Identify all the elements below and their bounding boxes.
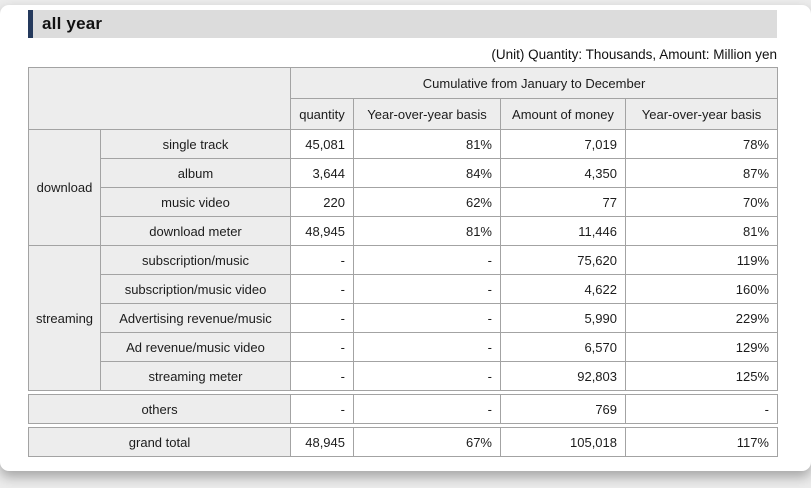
cell-quantity-yoy: 67% bbox=[353, 427, 501, 457]
table-row: streaming meter - - 92,803 125% bbox=[29, 361, 779, 391]
col-header-amount: Amount of money bbox=[500, 98, 626, 130]
col-header-amount-yoy: Year-over-year basis bbox=[624, 98, 779, 130]
column-group-header: Cumulative from January to December bbox=[289, 67, 779, 99]
cell-quantity-yoy: - bbox=[353, 245, 501, 275]
header-row-columns: quantity Year-over-year basis Amount of … bbox=[29, 98, 779, 130]
cell-amount: 769 bbox=[500, 394, 627, 424]
group-label-download: download bbox=[28, 129, 101, 246]
cell-quantity: - bbox=[290, 394, 355, 424]
row-label: subscription/music video bbox=[100, 274, 291, 304]
cell-quantity-yoy: - bbox=[353, 332, 501, 362]
cell-amount-yoy: 81% bbox=[624, 216, 779, 246]
cell-quantity-yoy: 81% bbox=[353, 129, 501, 159]
row-label: single track bbox=[100, 129, 291, 159]
table-row: grand total 48,945 67% 105,018 117% bbox=[28, 427, 778, 457]
row-label-others: others bbox=[27, 394, 292, 424]
section-title-bar: all year bbox=[28, 10, 777, 38]
cell-quantity: 45,081 bbox=[290, 129, 354, 159]
cell-amount: 4,622 bbox=[500, 274, 626, 304]
cell-amount: 92,803 bbox=[500, 361, 626, 391]
row-label: Advertising revenue/music bbox=[100, 303, 291, 333]
cell-quantity-yoy: - bbox=[353, 303, 501, 333]
table-row: download single track 45,081 81% 7,019 7… bbox=[28, 129, 779, 246]
cell-amount: 105,018 bbox=[500, 427, 626, 457]
group-label-streaming: streaming bbox=[28, 245, 101, 391]
table-row: album 3,644 84% 4,350 87% bbox=[29, 158, 779, 188]
content-card: all year (Unit) Quantity: Thousands, Amo… bbox=[0, 5, 811, 471]
cell-amount-yoy: 229% bbox=[624, 303, 779, 333]
cell-amount: 4,350 bbox=[500, 158, 626, 188]
corner-cell bbox=[28, 67, 291, 130]
cell-amount: 77 bbox=[500, 187, 626, 217]
cell-quantity-yoy: 84% bbox=[353, 158, 501, 188]
unit-note: (Unit) Quantity: Thousands, Amount: Mill… bbox=[491, 47, 777, 62]
cell-amount-yoy: 87% bbox=[624, 158, 779, 188]
col-header-quantity-yoy: Year-over-year basis bbox=[353, 98, 501, 130]
cell-amount: 6,570 bbox=[500, 332, 626, 362]
row-label: download meter bbox=[100, 216, 291, 246]
cell-amount: 7,019 bbox=[500, 129, 626, 159]
cell-quantity-yoy: 81% bbox=[353, 216, 501, 246]
cell-amount-yoy: 129% bbox=[624, 332, 779, 362]
cell-amount: 5,990 bbox=[500, 303, 626, 333]
cell-quantity-yoy: - bbox=[353, 394, 502, 424]
cell-quantity: - bbox=[290, 303, 354, 333]
cell-quantity: - bbox=[290, 274, 354, 304]
cell-amount: 11,446 bbox=[500, 216, 626, 246]
table-row: music video 220 62% 77 70% bbox=[29, 187, 779, 217]
cell-amount-yoy: 125% bbox=[624, 361, 779, 391]
others-table: others - - 769 - bbox=[27, 394, 779, 424]
cell-amount-yoy: 117% bbox=[625, 427, 778, 457]
cell-amount-yoy: 119% bbox=[624, 245, 779, 275]
row-label: album bbox=[100, 158, 291, 188]
cell-quantity: - bbox=[290, 332, 354, 362]
table-row: subscription/music video - - 4,622 160% bbox=[29, 274, 779, 304]
row-label-grand-total: grand total bbox=[28, 427, 291, 457]
cell-quantity-yoy: - bbox=[353, 274, 501, 304]
cell-amount-yoy: 70% bbox=[624, 187, 779, 217]
cell-amount-yoy: - bbox=[625, 394, 779, 424]
header-row-span: Cumulative from January to December bbox=[28, 67, 779, 130]
row-label: Ad revenue/music video bbox=[100, 332, 291, 362]
cell-quantity: 3,644 bbox=[290, 158, 354, 188]
row-label: subscription/music bbox=[100, 245, 291, 275]
cell-quantity: 220 bbox=[290, 187, 354, 217]
cell-quantity: - bbox=[290, 245, 354, 275]
cell-quantity: 48,945 bbox=[290, 216, 354, 246]
table-row: others - - 769 - bbox=[27, 394, 779, 424]
table-row: Ad revenue/music video - - 6,570 129% bbox=[29, 332, 779, 362]
statistics-table: Cumulative from January to December quan… bbox=[28, 67, 779, 391]
cell-quantity-yoy: 62% bbox=[353, 187, 501, 217]
cell-amount-yoy: 78% bbox=[624, 129, 779, 159]
cell-quantity: 48,945 bbox=[290, 427, 354, 457]
col-header-quantity: quantity bbox=[290, 98, 354, 130]
table-row: streaming subscription/music - - 75,620 … bbox=[28, 245, 779, 391]
table-row: download meter 48,945 81% 11,446 81% bbox=[29, 216, 779, 246]
row-label: music video bbox=[100, 187, 291, 217]
grand-total-table: grand total 48,945 67% 105,018 117% bbox=[28, 427, 778, 457]
cell-amount: 75,620 bbox=[500, 245, 626, 275]
row-label: streaming meter bbox=[100, 361, 291, 391]
page-title: all year bbox=[42, 14, 103, 33]
cell-quantity-yoy: - bbox=[353, 361, 501, 391]
table-row: Advertising revenue/music - - 5,990 229% bbox=[29, 303, 779, 333]
cell-quantity: - bbox=[290, 361, 354, 391]
cell-amount-yoy: 160% bbox=[624, 274, 779, 304]
